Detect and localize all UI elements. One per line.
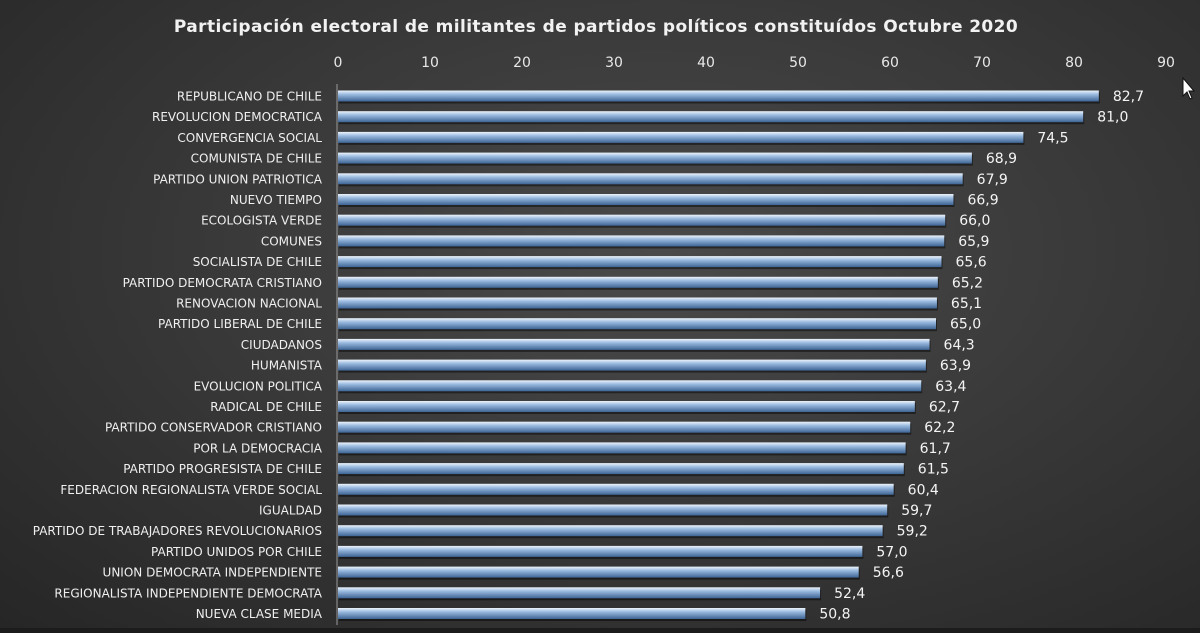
category-label: RADICAL DE CHILE xyxy=(210,400,322,414)
category-label: PARTIDO DEMOCRATA CRISTIANO xyxy=(123,276,322,290)
data-label: 65,9 xyxy=(958,234,989,250)
bar xyxy=(338,111,1084,123)
data-label: 61,7 xyxy=(920,441,951,457)
category-label: HUMANISTA xyxy=(251,359,323,373)
category-label: PARTIDO UNION PATRIOTICA xyxy=(153,172,323,186)
x-tick-label: 20 xyxy=(513,55,531,71)
x-tick-label: 70 xyxy=(973,55,991,71)
bar xyxy=(338,545,863,557)
bar xyxy=(338,566,859,578)
category-label: REGIONALISTA INDEPENDIENTE DEMOCRATA xyxy=(54,586,322,600)
data-label: 59,7 xyxy=(901,503,932,519)
data-label: 60,4 xyxy=(908,482,939,498)
data-label: 65,0 xyxy=(950,317,981,333)
x-tick-label: 40 xyxy=(697,55,715,71)
category-label: EVOLUCION POLITICA xyxy=(194,379,323,393)
category-label: CIUDADANOS xyxy=(241,338,322,352)
x-tick-label: 50 xyxy=(789,55,807,71)
bar xyxy=(338,359,926,371)
bar xyxy=(338,131,1024,143)
category-label: PARTIDO UNIDOS POR CHILE xyxy=(151,545,322,559)
category-labels: REPUBLICANO DE CHILE REVOLUCION DEMOCRATI… xyxy=(33,90,323,622)
data-label: 52,4 xyxy=(834,586,865,602)
mouse-cursor-icon xyxy=(1182,76,1196,100)
data-label: 64,3 xyxy=(944,337,975,353)
category-label: UNION DEMOCRATA INDEPENDIENTE xyxy=(103,566,322,580)
bar xyxy=(338,214,946,226)
bar xyxy=(338,380,922,392)
data-label: 65,6 xyxy=(956,255,987,271)
bar xyxy=(338,504,888,516)
bar xyxy=(338,421,911,433)
data-label: 61,5 xyxy=(918,462,949,478)
category-label: REVOLUCION DEMOCRATICA xyxy=(152,110,323,124)
data-label: 62,2 xyxy=(924,420,955,436)
bar xyxy=(338,90,1099,102)
category-label: CONVERGENCIA SOCIAL xyxy=(177,131,322,145)
bars xyxy=(338,90,1100,621)
category-label: PARTIDO LIBERAL DE CHILE xyxy=(158,317,322,331)
category-label: REPUBLICANO DE CHILE xyxy=(177,90,322,104)
data-label: 65,1 xyxy=(951,296,982,312)
data-label: 63,9 xyxy=(940,358,971,374)
category-label: COMUNISTA DE CHILE xyxy=(191,152,322,166)
x-tick-label: 80 xyxy=(1065,55,1083,71)
data-label: 62,7 xyxy=(929,400,960,416)
data-label: 50,8 xyxy=(819,607,850,623)
category-label: IGUALDAD xyxy=(259,504,322,518)
data-label: 63,4 xyxy=(935,379,966,395)
x-tick-label: 10 xyxy=(421,55,439,71)
bar xyxy=(338,152,972,164)
category-label: ECOLOGISTA VERDE xyxy=(201,214,322,228)
category-label: RENOVACION NACIONAL xyxy=(176,297,322,311)
category-label: PARTIDO PROGRESISTA DE CHILE xyxy=(123,462,322,476)
x-axis: 0 10 20 30 40 50 60 70 80 90 xyxy=(334,55,1175,625)
category-label: FEDERACION REGIONALISTA VERDE SOCIAL xyxy=(60,483,322,497)
x-tick-label: 60 xyxy=(881,55,899,71)
x-tick-label: 0 xyxy=(334,55,343,71)
bar xyxy=(338,587,821,599)
bar xyxy=(338,483,894,495)
data-label: 66,0 xyxy=(959,213,990,229)
bar xyxy=(338,256,942,268)
category-label: POR LA DEMOCRACIA xyxy=(193,441,323,455)
data-label: 56,6 xyxy=(873,565,904,581)
data-label: 59,2 xyxy=(897,524,928,540)
bar xyxy=(338,442,906,454)
x-tick-label: 30 xyxy=(605,55,623,71)
bar xyxy=(338,401,915,412)
category-label: SOCIALISTA DE CHILE xyxy=(193,255,322,269)
data-label: 65,2 xyxy=(952,275,983,291)
category-label: NUEVO TIEMPO xyxy=(230,193,322,207)
category-label: PARTIDO DE TRABAJADORES REVOLUCIONARIOS xyxy=(33,524,322,538)
bar xyxy=(338,463,904,475)
data-label: 67,9 xyxy=(977,172,1008,188)
chart-title: Participación electoral de militantes de… xyxy=(174,17,1018,37)
data-label: 66,9 xyxy=(967,193,998,209)
x-tick-label: 90 xyxy=(1157,55,1175,71)
value-labels: 82,7 81,0 74,5 68,9 67,9 66,9 66,0 65,9 65,6 65,2… xyxy=(819,89,1144,623)
bar xyxy=(338,194,954,205)
data-label: 81,0 xyxy=(1097,110,1128,126)
bar xyxy=(338,297,937,309)
bar xyxy=(338,608,806,619)
data-label: 82,7 xyxy=(1113,89,1144,105)
bar xyxy=(338,525,883,537)
category-label: COMUNES xyxy=(261,234,322,248)
bar xyxy=(338,318,936,330)
bar xyxy=(338,235,945,247)
data-label: 57,0 xyxy=(876,544,907,560)
data-label: 68,9 xyxy=(986,151,1017,167)
bar xyxy=(338,276,938,288)
data-label: 74,5 xyxy=(1037,130,1068,146)
category-label: NUEVA CLASE MEDIA xyxy=(196,607,323,621)
bar xyxy=(338,173,963,185)
category-label: PARTIDO CONSERVADOR CRISTIANO xyxy=(105,421,322,435)
bar xyxy=(338,338,930,350)
